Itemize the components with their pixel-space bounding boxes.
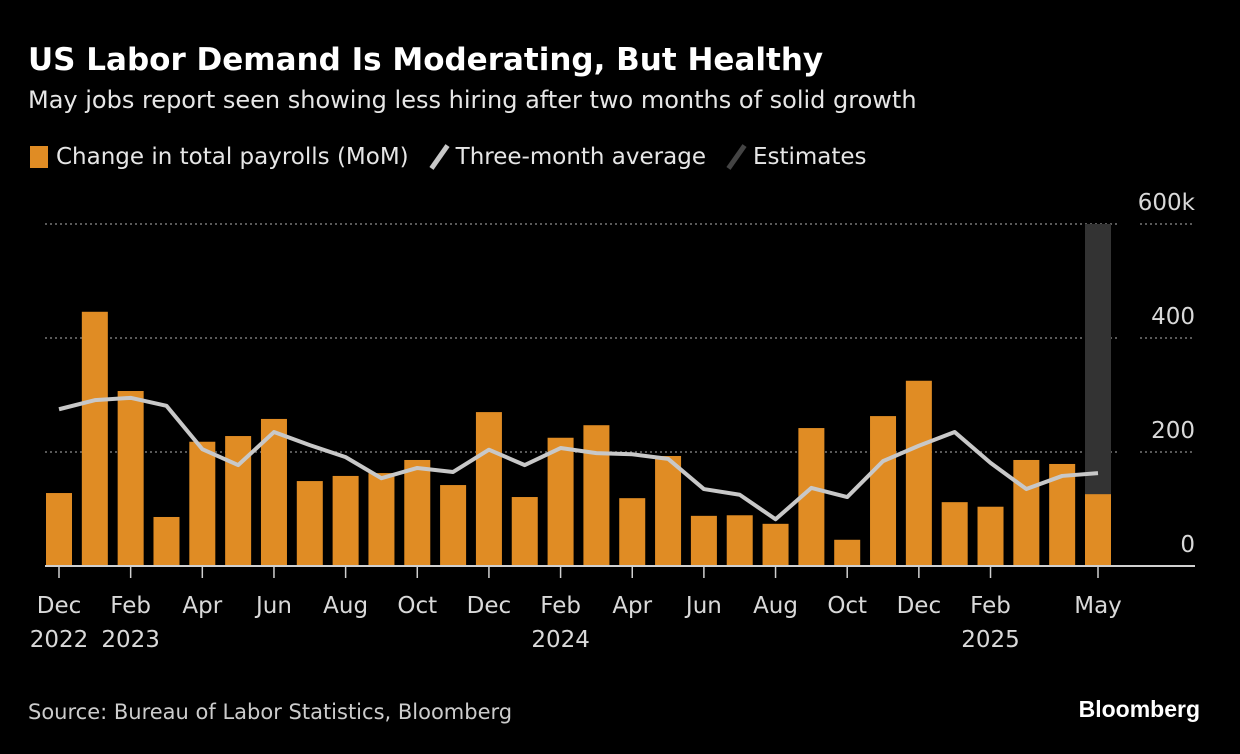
chart-title: US Labor Demand Is Moderating, But Healt… [28, 42, 824, 78]
x-tick-label: Feb [110, 593, 151, 619]
bar [332, 475, 359, 566]
bar [905, 380, 932, 566]
legend-item-average: Three-month average [429, 143, 706, 171]
bar [762, 523, 789, 566]
x-tick-label: Oct [397, 593, 437, 619]
bar [260, 418, 287, 566]
x-tick-label: Oct [827, 593, 867, 619]
bar [117, 391, 144, 566]
bar [511, 497, 538, 566]
x-tick-label: May [1074, 593, 1122, 619]
x-tick-label: Aug [323, 593, 368, 619]
bar [619, 498, 646, 566]
bar [834, 539, 861, 566]
source-note: Source: Bureau of Labor Statistics, Bloo… [28, 700, 513, 724]
x-tick-label: Feb [540, 593, 581, 619]
bar [1013, 459, 1040, 566]
x-tick-year-label: 2023 [101, 627, 160, 653]
bloomberg-logo: Bloomberg [1078, 696, 1200, 722]
bar-swatch-icon [30, 146, 48, 168]
legend: Change in total payrolls (MoM) Three-mon… [30, 143, 879, 171]
x-tick-label: Aug [753, 593, 798, 619]
bar [296, 481, 323, 566]
bar [977, 506, 1004, 566]
y-tick-label: 400 [1151, 304, 1195, 330]
y-tick-label: 200 [1151, 418, 1195, 444]
three-month-average-line [58, 395, 1099, 522]
x-tick-label: Apr [612, 593, 652, 619]
x-tick-label: Feb [970, 593, 1011, 619]
bar [583, 425, 610, 566]
x-tick-label: Dec [897, 593, 942, 619]
bar [1085, 494, 1111, 566]
bar [547, 437, 574, 566]
x-tick-label: Jun [684, 593, 722, 619]
y-tick-label: 600k [1138, 190, 1196, 216]
bar [475, 412, 502, 566]
x-tick-label: Jun [254, 593, 292, 619]
x-tick-label: Dec [37, 593, 82, 619]
chart-subtitle: May jobs report seen showing less hiring… [28, 86, 917, 114]
x-tick-year-label: 2025 [961, 627, 1020, 653]
legend-label: Change in total payrolls (MoM) [56, 144, 409, 170]
bar [404, 459, 431, 566]
bar [690, 515, 717, 566]
bar [189, 441, 216, 566]
bar [440, 485, 467, 566]
y-tick-label: 0 [1180, 532, 1195, 558]
legend-item-estimates: Estimates [726, 143, 867, 171]
legend-item-payrolls: Change in total payrolls (MoM) [30, 144, 409, 170]
bar [870, 416, 897, 566]
bar [655, 455, 682, 566]
x-tick-year-label: 2024 [531, 627, 590, 653]
x-tick-label: Apr [182, 593, 222, 619]
bar [153, 516, 180, 566]
x-tick-year-label: 2022 [30, 627, 89, 653]
bar [941, 502, 968, 566]
bar [46, 493, 72, 566]
legend-label: Three-month average [455, 144, 706, 170]
bar [81, 311, 108, 566]
bar [726, 515, 753, 566]
bar [368, 473, 395, 566]
legend-label: Estimates [752, 144, 867, 170]
x-tick-label: Dec [467, 593, 512, 619]
